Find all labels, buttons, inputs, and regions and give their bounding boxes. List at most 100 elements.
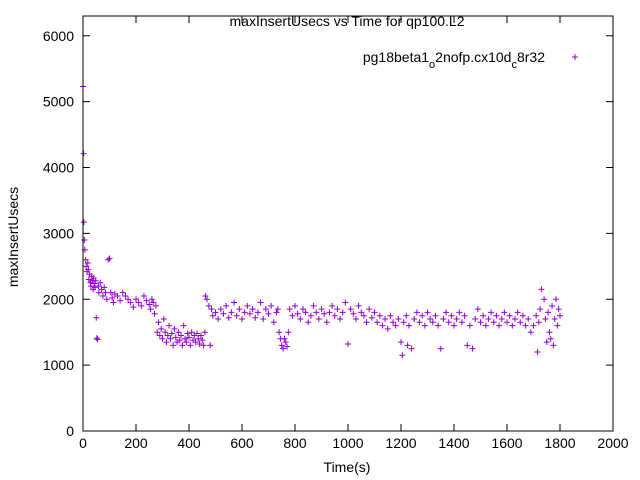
data-point xyxy=(421,322,428,329)
data-point xyxy=(371,309,378,316)
data-point xyxy=(390,319,397,326)
legend-label-part-2: o xyxy=(429,59,435,71)
x-tick-label: 1600 xyxy=(491,435,522,451)
data-point xyxy=(299,306,306,313)
data-point xyxy=(133,296,139,303)
data-point xyxy=(398,339,404,346)
data-point xyxy=(326,309,333,316)
data-point xyxy=(445,319,452,326)
data-point xyxy=(82,256,89,263)
data-point xyxy=(223,302,230,309)
data-point xyxy=(154,329,161,336)
data-point xyxy=(545,309,552,316)
x-tick-label: 1800 xyxy=(544,435,575,451)
data-point xyxy=(480,312,487,319)
data-point xyxy=(466,322,473,329)
data-point xyxy=(546,329,553,336)
data-point xyxy=(382,316,389,323)
y-axis-label: maxInsertUsecs xyxy=(5,187,21,287)
x-axis-label: Time(s) xyxy=(324,459,371,475)
data-point xyxy=(236,306,243,313)
data-point xyxy=(557,312,563,319)
axis-ticks: 0 200 400 600 800 1000 1200 1400 1600 1800 2000 0 10… xyxy=(43,16,629,451)
data-point xyxy=(274,306,281,313)
data-point xyxy=(138,302,145,309)
data-point xyxy=(204,296,211,303)
data-point xyxy=(84,260,91,267)
data-point xyxy=(464,342,471,349)
data-point xyxy=(347,306,354,313)
data-point xyxy=(182,335,189,342)
data-point xyxy=(252,314,259,321)
data-point xyxy=(488,309,495,316)
data-point xyxy=(339,309,346,316)
data-point xyxy=(416,319,423,326)
data-point xyxy=(151,310,158,317)
data-point xyxy=(281,335,288,342)
data-point xyxy=(403,312,410,319)
y-tick-label: 6000 xyxy=(43,28,74,44)
data-point xyxy=(504,319,510,326)
data-point xyxy=(280,345,287,352)
data-point xyxy=(329,302,336,309)
data-point xyxy=(509,322,516,329)
data-point xyxy=(498,316,505,323)
data-point xyxy=(101,284,108,291)
data-point xyxy=(427,316,434,323)
data-point xyxy=(125,296,132,303)
data-point xyxy=(413,309,420,316)
legend-label-part-5: 8r32 xyxy=(517,49,545,65)
data-point xyxy=(80,219,87,226)
data-point xyxy=(187,342,194,349)
data-point xyxy=(535,319,542,326)
y-tick-label: 2000 xyxy=(43,291,74,307)
data-point xyxy=(207,342,214,349)
data-point xyxy=(376,312,383,319)
data-point xyxy=(150,299,157,306)
data-point xyxy=(550,342,557,349)
data-point xyxy=(511,316,518,323)
data-point xyxy=(474,306,481,313)
data-point xyxy=(517,319,524,326)
data-point xyxy=(551,316,558,323)
data-point xyxy=(268,302,275,309)
data-point xyxy=(92,277,99,284)
data-point xyxy=(404,342,411,349)
data-point xyxy=(143,297,150,304)
data-point xyxy=(530,322,537,329)
data-point xyxy=(199,337,206,344)
data-point xyxy=(276,329,283,336)
data-point xyxy=(95,283,102,290)
data-point xyxy=(170,342,177,349)
data-point xyxy=(93,314,100,321)
data-point xyxy=(451,322,457,329)
data-point xyxy=(146,301,153,308)
chart-title: maxInsertUsecs vs Time for qp100.L2 xyxy=(230,13,465,29)
data-point xyxy=(159,335,166,342)
data-point xyxy=(257,299,264,306)
data-point xyxy=(99,292,106,299)
data-point xyxy=(525,316,532,323)
data-point xyxy=(114,292,121,299)
data-point xyxy=(374,319,381,326)
data-point xyxy=(273,309,280,316)
data-point xyxy=(201,329,208,336)
data-point xyxy=(527,329,534,336)
data-point xyxy=(292,302,298,309)
x-tick-label: 1400 xyxy=(438,435,469,451)
data-point xyxy=(193,330,200,337)
x-tick-label: 400 xyxy=(177,435,201,451)
data-point xyxy=(162,329,169,336)
data-point xyxy=(119,289,126,296)
data-point xyxy=(212,309,219,316)
data-point xyxy=(183,339,190,346)
data-point xyxy=(179,342,186,349)
data-point xyxy=(456,309,463,316)
data-point xyxy=(158,325,165,332)
data-point xyxy=(167,335,174,342)
data-point xyxy=(493,312,500,319)
x-tick-label: 600 xyxy=(230,435,254,451)
data-point xyxy=(241,309,248,316)
data-point xyxy=(506,312,513,319)
data-point xyxy=(208,306,215,313)
